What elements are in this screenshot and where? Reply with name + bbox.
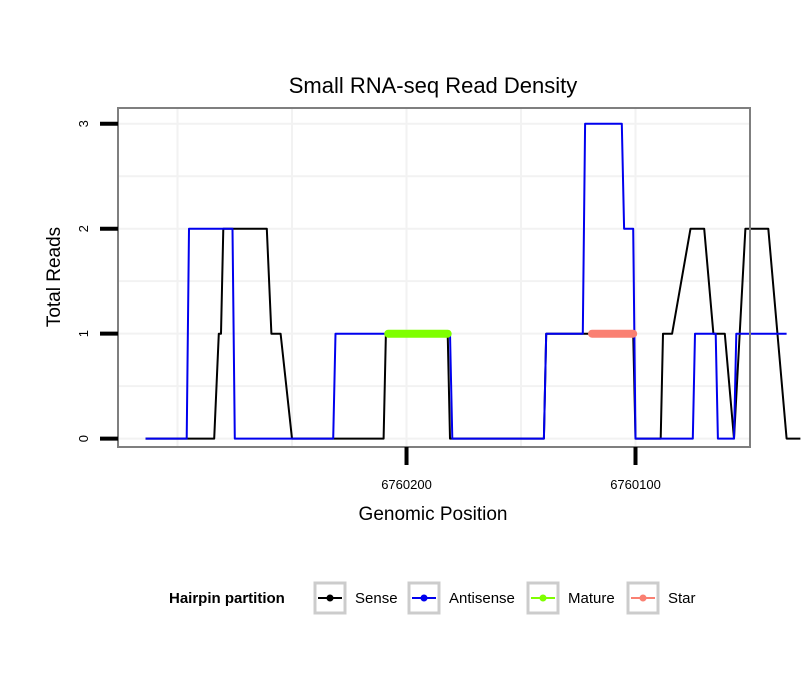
series-layer [145, 122, 801, 440]
legend-label-mature: Mature [568, 590, 615, 607]
plot-background [118, 108, 750, 447]
plot-border [117, 107, 751, 448]
legend-title: Hairpin partition [169, 590, 285, 607]
chart-title: Small RNA-seq Read Density [289, 73, 578, 98]
legend: Hairpin partition Sense Antisense Mature… [169, 581, 696, 615]
axes: 0 1 2 3 6760200 6760100 [76, 120, 661, 492]
grid-lines [118, 108, 750, 447]
y-axis-title: Total Reads [44, 227, 65, 327]
plot-panel [117, 107, 801, 448]
legend-key-dot [639, 594, 647, 602]
x-tick-label: 6760100 [610, 477, 661, 492]
legend-item-sense: Sense [313, 581, 398, 615]
legend-label-star: Star [668, 590, 696, 607]
legend-item-antisense: Antisense [407, 581, 515, 615]
legend-label-antisense: Antisense [449, 590, 515, 607]
y-tick-label: 1 [76, 330, 91, 337]
y-tick-label: 2 [76, 225, 91, 232]
y-tick-label: 3 [76, 120, 91, 127]
x-tick-label: 6760200 [381, 477, 432, 492]
legend-label-sense: Sense [355, 590, 398, 607]
legend-key-dot [420, 594, 428, 602]
y-tick-label: 0 [76, 435, 91, 442]
series-line-sense [145, 227, 801, 440]
x-axis-title: Genomic Position [359, 504, 508, 525]
legend-key-dot [326, 594, 334, 602]
legend-item-star: Star [626, 581, 696, 615]
legend-item-mature: Mature [526, 581, 615, 615]
series-line-antisense [145, 122, 787, 440]
legend-key-dot [539, 594, 547, 602]
